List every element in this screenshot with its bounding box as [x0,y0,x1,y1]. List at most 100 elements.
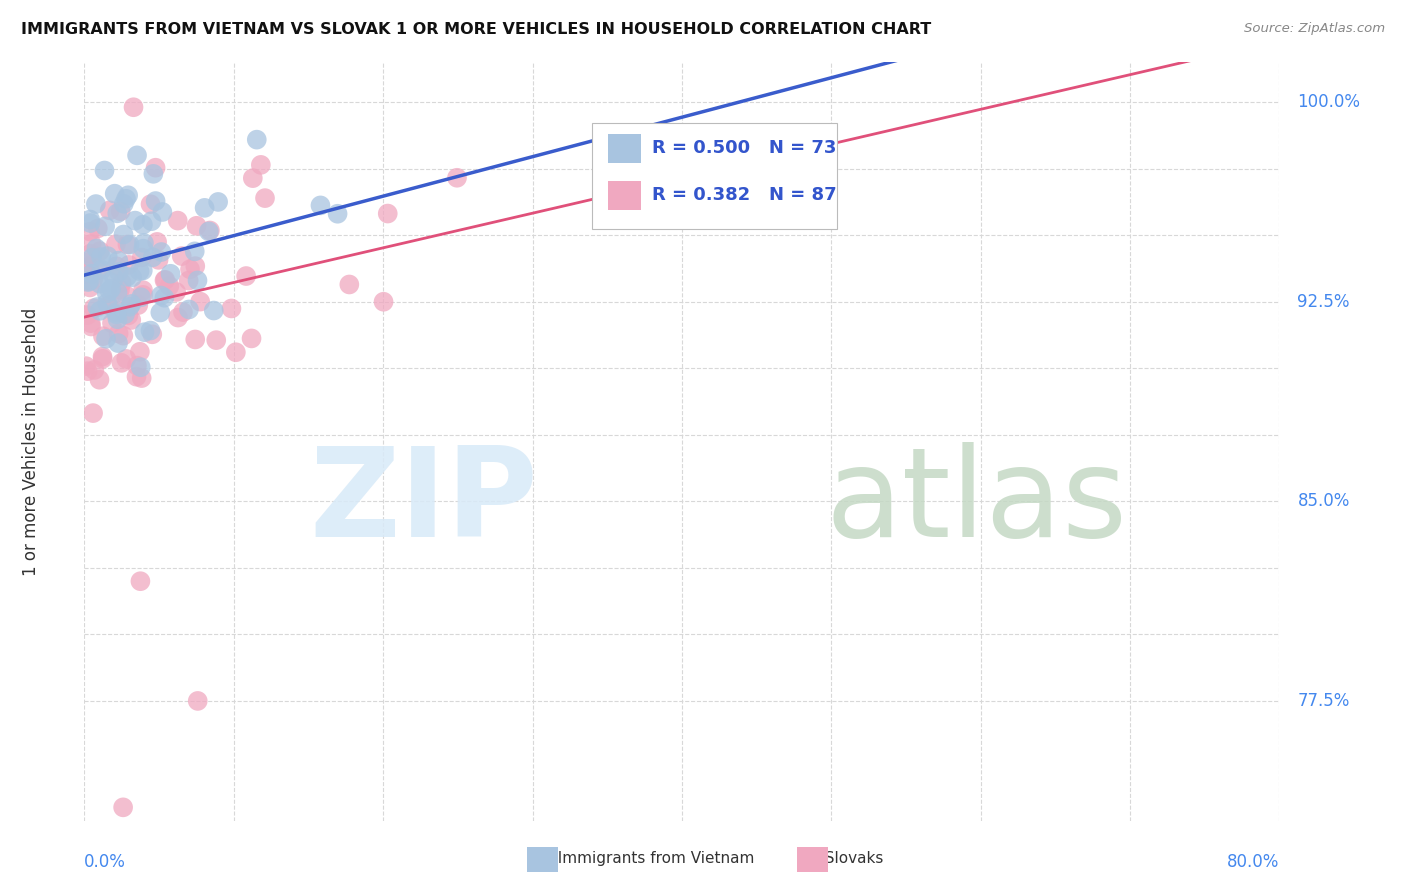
Point [76,364,98,378]
Point [134,325,156,339]
Text: ZIP: ZIP [309,442,538,563]
Point [91,329,114,343]
Point [111,276,134,290]
Point [76,255,98,269]
Point [172,305,194,319]
Point [89,244,111,259]
Point [120,297,142,311]
Point [207,194,229,209]
Text: 77.5%: 77.5% [1298,692,1350,710]
Point [167,310,190,325]
Point [225,345,247,359]
Text: 0.0%: 0.0% [84,853,127,871]
Point [112,196,135,211]
Point [100,282,122,296]
Point [337,277,360,292]
Point [242,171,264,186]
Point [91,350,114,364]
Point [115,289,138,303]
Point [117,237,139,252]
Point [129,360,152,375]
Point [132,288,155,302]
Point [86,242,108,256]
Text: 80.0%: 80.0% [1227,853,1279,871]
Point [107,312,129,326]
Point [89,373,111,387]
Point [79,246,101,260]
Point [177,302,200,317]
Point [101,316,124,330]
Point [98,284,121,298]
FancyBboxPatch shape [607,135,641,163]
Point [153,273,176,287]
Point [83,301,105,316]
Point [177,274,200,288]
Point [240,331,263,345]
Point [250,158,273,172]
Point [153,291,176,305]
Point [125,369,148,384]
Point [132,283,155,297]
Point [80,316,103,330]
Point [179,262,201,277]
Point [89,277,111,291]
Point [115,351,138,366]
Point [188,294,211,309]
Text: 100.0%: 100.0% [1298,94,1361,112]
Point [79,274,101,288]
Text: 85.0%: 85.0% [1298,492,1350,510]
Point [115,192,138,206]
Point [253,191,276,205]
Point [108,265,131,279]
Point [89,303,111,318]
Point [104,186,127,201]
Point [309,198,332,212]
Point [86,300,108,314]
Point [124,213,146,227]
Point [79,225,101,239]
Point [129,574,152,589]
Point [184,333,207,347]
Point [76,274,98,288]
Point [187,694,209,708]
Point [110,204,132,219]
Point [205,333,228,347]
Point [97,249,120,263]
Point [80,267,103,281]
Point [98,203,121,218]
Point [148,252,170,267]
Point [118,300,141,314]
Point [186,273,208,287]
Text: Source: ZipAtlas.com: Source: ZipAtlas.com [1244,22,1385,36]
Point [94,332,117,346]
Point [105,307,128,321]
Point [79,280,101,294]
FancyBboxPatch shape [592,123,838,229]
Point [118,258,141,272]
Point [132,218,155,232]
FancyBboxPatch shape [607,181,641,211]
Point [107,253,129,268]
Point [131,251,153,265]
Point [125,148,148,162]
Point [131,371,153,385]
Point [107,336,129,351]
Point [128,264,150,278]
Point [77,260,100,274]
Point [198,224,221,238]
Point [139,197,162,211]
Point [77,275,100,289]
Point [100,298,122,312]
Point [93,163,115,178]
Point [159,267,181,281]
Point [184,259,207,273]
Point [110,356,132,370]
Point [115,269,138,284]
Point [79,216,101,230]
Point [90,262,112,277]
Point [112,227,135,242]
Point [108,283,131,297]
Text: atlas: atlas [825,442,1128,563]
Text: 92.5%: 92.5% [1298,293,1350,311]
Point [96,286,118,301]
